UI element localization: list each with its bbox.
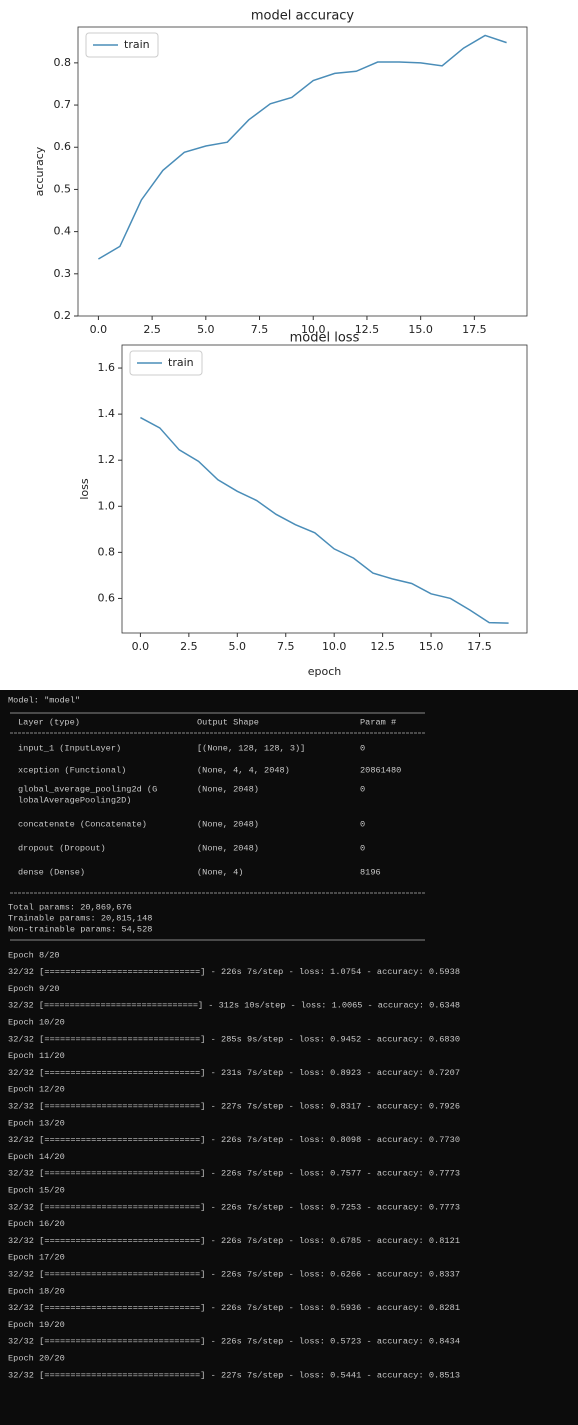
x-tick-label: 2.5 xyxy=(143,323,161,336)
epoch-progress: 32/32 [==============================] -… xyxy=(8,1101,460,1111)
y-tick-label: 0.5 xyxy=(54,182,72,195)
x-tick-label: 7.5 xyxy=(277,640,295,653)
y-tick-label: 0.3 xyxy=(54,267,72,280)
table-cell: 20861480 xyxy=(360,765,401,775)
x-tick-label: 17.5 xyxy=(467,640,492,653)
epoch-progress: 32/32 [==============================] -… xyxy=(8,1370,460,1380)
x-tick-label: 0.0 xyxy=(132,640,150,653)
epoch-header: Epoch 9/20 xyxy=(8,984,60,994)
y-tick-label: 1.4 xyxy=(98,407,116,420)
legend-label: train xyxy=(124,38,150,51)
x-tick-label: 15.0 xyxy=(408,323,433,336)
table-cell: (None, 2048) xyxy=(197,784,259,794)
epoch-progress: 32/32 [==============================] -… xyxy=(8,1269,460,1279)
y-tick-label: 1.6 xyxy=(98,361,116,374)
table-cell: lobalAveragePooling2D) xyxy=(18,795,131,805)
table-cell: dense (Dense) xyxy=(18,867,85,877)
epoch-header: Epoch 12/20 xyxy=(8,1085,65,1095)
y-tick-label: 1.0 xyxy=(98,499,116,512)
table-cell: global_average_pooling2d (G xyxy=(18,784,157,794)
epoch-progress: 32/32 [==============================] -… xyxy=(8,1236,460,1246)
table-cell: 0 xyxy=(360,819,365,829)
epoch-progress: 32/32 [==============================] -… xyxy=(8,1303,460,1313)
epoch-header: Epoch 15/20 xyxy=(8,1185,65,1195)
table-cell: concatenate (Concatenate) xyxy=(18,819,147,829)
epoch-header: Epoch 19/20 xyxy=(8,1320,65,1330)
x-tick-label: 5.0 xyxy=(197,323,215,336)
y-axis-label: loss xyxy=(78,478,91,500)
column-header: Output Shape xyxy=(197,717,259,727)
epoch-header: Epoch 17/20 xyxy=(8,1253,65,1263)
epoch-header: Epoch 13/20 xyxy=(8,1118,65,1128)
epoch-progress: 32/32 [==============================] -… xyxy=(8,1068,460,1078)
epoch-header: Epoch 8/20 xyxy=(8,950,60,960)
table-cell: (None, 2048) xyxy=(197,843,259,853)
table-cell: xception (Functional) xyxy=(18,765,126,775)
x-tick-label: 5.0 xyxy=(229,640,247,653)
table-cell: dropout (Dropout) xyxy=(18,843,106,853)
epoch-progress: 32/32 [==============================] -… xyxy=(8,1135,460,1145)
y-tick-label: 0.7 xyxy=(54,98,72,111)
y-tick-label: 0.8 xyxy=(98,545,116,558)
x-tick-label: 12.5 xyxy=(370,640,395,653)
y-tick-label: 0.6 xyxy=(54,140,72,153)
column-header: Layer (type) xyxy=(18,717,80,727)
table-cell: 0 xyxy=(360,743,365,753)
screenshot: 0.2 0.3 0.4 0.5 0.6 0.7 0.8 0.0 2.5 5.0 7.5 10.0 12.… xyxy=(0,0,578,1425)
y-axis-label: accuracy xyxy=(33,146,46,196)
table-cell: 0 xyxy=(360,843,365,853)
table-cell: (None, 4, 4, 2048) xyxy=(197,765,290,775)
param-total: Non-trainable params: 54,528 xyxy=(8,924,152,934)
table-cell: (None, 2048) xyxy=(197,819,259,829)
y-tick-label: 0.2 xyxy=(54,309,72,322)
chart-title: model loss xyxy=(290,331,360,346)
x-tick-label: 15.0 xyxy=(419,640,444,653)
page: 0.2 0.3 0.4 0.5 0.6 0.7 0.8 0.0 2.5 5.0 7.5 10.0 12.… xyxy=(0,0,578,1425)
epoch-progress: 32/32 [==============================] -… xyxy=(8,1001,460,1011)
table-cell: [(None, 128, 128, 3)] xyxy=(197,743,305,753)
epoch-header: Epoch 20/20 xyxy=(8,1353,65,1363)
table-cell: 0 xyxy=(360,784,365,794)
y-tick-label: 0.4 xyxy=(54,225,72,238)
legend-label: train xyxy=(168,356,194,369)
table-cell: (None, 4) xyxy=(197,867,243,877)
epoch-header: Epoch 11/20 xyxy=(8,1051,65,1061)
epoch-header: Epoch 10/20 xyxy=(8,1017,65,1027)
param-total: Trainable params: 20,815,148 xyxy=(8,913,152,923)
epoch-progress: 32/32 [==============================] -… xyxy=(8,1337,460,1347)
x-tick-label: 2.5 xyxy=(180,640,198,653)
epoch-progress: 32/32 [==============================] -… xyxy=(8,1202,460,1212)
epoch-header: Epoch 18/20 xyxy=(8,1286,65,1296)
epoch-progress: 32/32 [==============================] -… xyxy=(8,1169,460,1179)
epoch-progress: 32/32 [==============================] -… xyxy=(8,1034,460,1044)
x-tick-label: 17.5 xyxy=(462,323,487,336)
x-tick-label: 7.5 xyxy=(251,323,269,336)
column-header: Param # xyxy=(360,717,396,727)
table-cell: 8196 xyxy=(360,867,381,877)
x-tick-label: 0.0 xyxy=(90,323,108,336)
x-axis-label: epoch xyxy=(308,665,342,678)
table-cell: input_1 (InputLayer) xyxy=(18,743,121,753)
epoch-header: Epoch 14/20 xyxy=(8,1152,65,1162)
y-tick-label: 0.6 xyxy=(98,591,116,604)
console-model-title: Model: "model" xyxy=(8,695,80,705)
param-total: Total params: 20,869,676 xyxy=(8,902,132,912)
y-tick-label: 1.2 xyxy=(98,453,116,466)
y-tick-label: 0.8 xyxy=(54,56,72,69)
x-tick-label: 10.0 xyxy=(322,640,347,653)
epoch-header: Epoch 16/20 xyxy=(8,1219,65,1229)
epoch-progress: 32/32 [==============================] -… xyxy=(8,967,460,977)
chart-title: model accuracy xyxy=(251,9,355,24)
